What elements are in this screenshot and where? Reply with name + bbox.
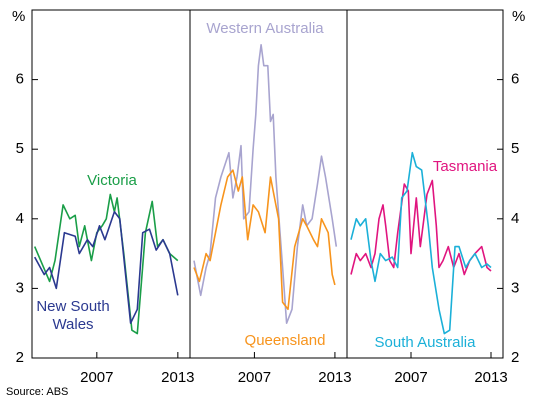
- y-tick-label: 3: [16, 279, 24, 296]
- series-line: [193, 44, 338, 324]
- series-label: Queensland: [244, 332, 326, 349]
- x-tick-label: 2013: [161, 369, 194, 386]
- y-tick-label: 2: [16, 349, 24, 366]
- series-label: New South Wales: [36, 298, 110, 333]
- x-tick-label: 2007: [394, 369, 427, 386]
- series-label: Victoria: [87, 172, 137, 189]
- series-label: Tasmania: [432, 158, 498, 175]
- y-tick-label: 2: [511, 349, 519, 366]
- y-tick-label: 4: [16, 210, 24, 227]
- x-tick-label: 2007: [80, 369, 113, 386]
- series-label: Western Australia: [206, 20, 324, 37]
- x-tick-label: 2007: [238, 369, 271, 386]
- series-label: South Australia: [374, 334, 476, 351]
- y-tick-label: 5: [16, 140, 24, 157]
- y-unit: %: [512, 8, 525, 25]
- y-tick-label: 6: [511, 71, 519, 88]
- y-tick-label: 4: [511, 210, 519, 227]
- y-tick-label: 3: [511, 279, 519, 296]
- y-tick-label: 5: [511, 140, 519, 157]
- plot-frame: [31, 9, 504, 359]
- x-tick-label: 2013: [318, 369, 351, 386]
- series-line: [193, 169, 336, 311]
- y-tick-label: 6: [16, 71, 24, 88]
- series-line: [350, 179, 492, 276]
- x-tick-label: 2013: [474, 369, 507, 386]
- series-line: [350, 151, 492, 335]
- source-note: Source: ABS: [6, 386, 69, 398]
- series-line: [33, 211, 179, 324]
- series-line: [33, 193, 179, 335]
- y-unit: %: [12, 8, 25, 25]
